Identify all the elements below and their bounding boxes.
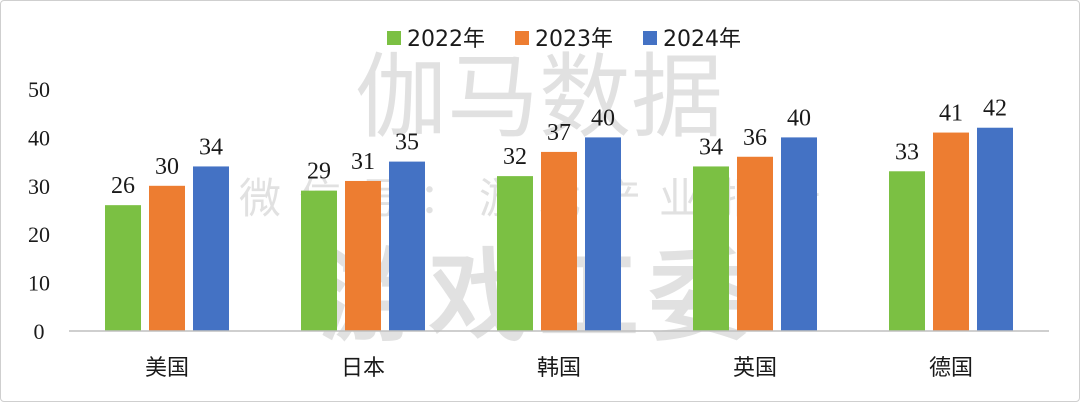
legend-swatch [643, 31, 657, 45]
x-tick-label: 日本 [341, 356, 385, 381]
y-tick-label: 30 [28, 174, 50, 199]
legend-entry: 2022年 [407, 27, 485, 52]
bar [149, 185, 185, 331]
x-tick-label: 英国 [733, 356, 777, 381]
data-label: 34 [199, 134, 223, 160]
data-label: 42 [983, 96, 1007, 122]
bar [977, 127, 1013, 331]
bar [345, 180, 381, 331]
legend-swatch [515, 31, 529, 45]
y-tick-label: 0 [34, 319, 45, 344]
y-tick-label: 20 [28, 222, 50, 247]
bar [193, 166, 229, 331]
bar [781, 137, 817, 331]
x-tick-label: 美国 [145, 356, 189, 381]
data-label: 29 [307, 159, 331, 185]
data-label: 41 [939, 101, 963, 127]
y-tick-label: 10 [28, 271, 50, 296]
y-axis: 0 10 20 30 40 50 [28, 77, 50, 344]
y-tick-label: 40 [28, 125, 50, 150]
data-label: 34 [699, 134, 723, 160]
bar [693, 166, 729, 331]
data-label: 40 [787, 105, 811, 131]
bar [737, 156, 773, 331]
bars [105, 127, 1013, 331]
x-tick-label: 德国 [929, 356, 973, 381]
x-tick-label: 韩国 [537, 356, 581, 381]
legend-entry: 2023年 [535, 27, 613, 52]
data-label: 30 [155, 154, 179, 180]
bar [389, 161, 425, 331]
y-tick-label: 50 [28, 77, 50, 102]
data-label: 32 [503, 144, 527, 170]
bar [301, 190, 337, 331]
legend-entry: 2024年 [663, 27, 741, 52]
legend-swatch [387, 31, 401, 45]
data-label: 26 [111, 173, 135, 199]
legend: 2022年 2023年 2024年 [387, 27, 741, 52]
bar [497, 176, 533, 331]
bar [541, 151, 577, 331]
data-label: 35 [395, 130, 419, 156]
bar [585, 137, 621, 331]
bar [933, 132, 969, 331]
bar [105, 205, 141, 331]
x-axis: 美国 日本 韩国 英国 德国 [69, 330, 1049, 381]
data-label: 37 [547, 120, 571, 146]
data-label: 31 [351, 149, 375, 175]
data-label: 36 [743, 125, 767, 151]
watermark-brand: 伽马数据 [355, 44, 723, 151]
data-label: 33 [895, 139, 919, 165]
bar [889, 171, 925, 331]
data-label: 40 [591, 105, 615, 131]
data-labels: 26 30 34 29 31 35 32 37 40 34 36 40 33 41 42 [111, 96, 1007, 199]
